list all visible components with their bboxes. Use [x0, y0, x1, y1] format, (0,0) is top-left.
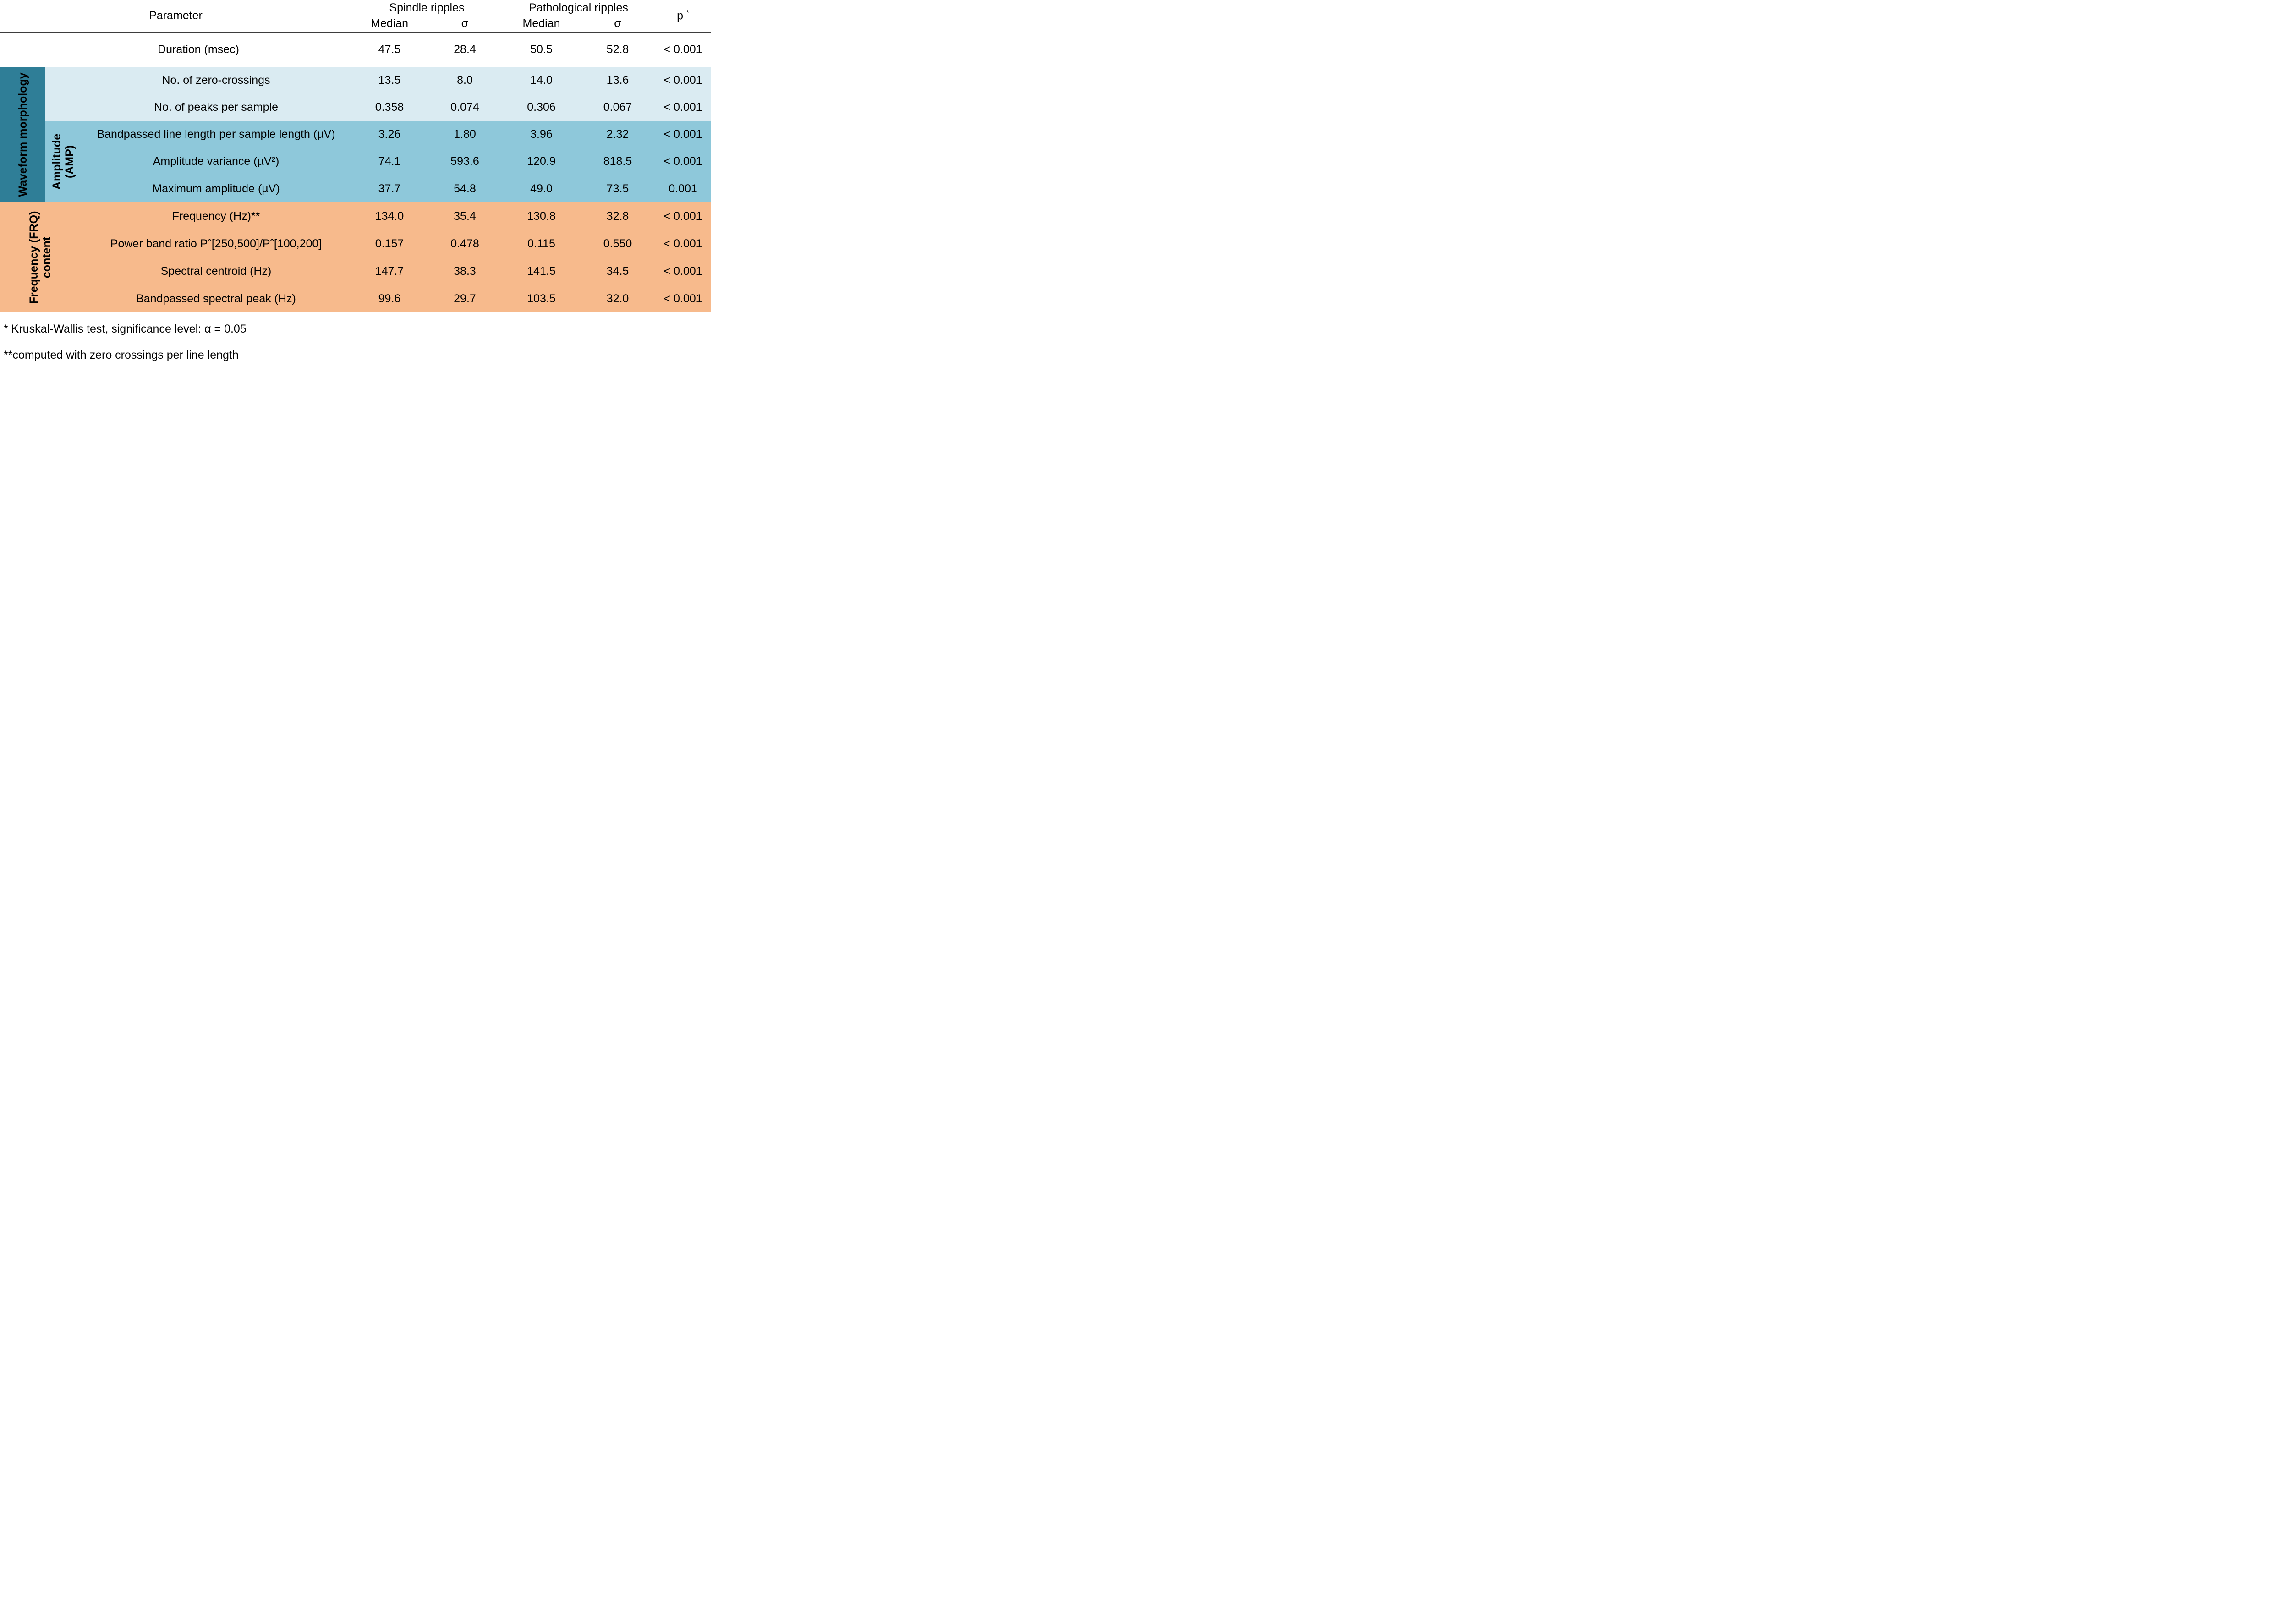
value-cell: 141.5 — [502, 257, 581, 285]
value-cell: 73.5 — [581, 175, 655, 202]
table-row: Spectral centroid (Hz) 147.7 38.3 141.5 … — [0, 257, 711, 285]
table-row: Amplitude (AMP) Bandpassed line length p… — [0, 121, 711, 202]
table-body: Duration (msec) 47.5 28.4 50.5 52.8 < 0.… — [0, 32, 711, 312]
row-group-label-frequency-content: Frequency (FRQ) content — [0, 202, 81, 312]
p-asterisk: * — [686, 9, 689, 17]
table-row: Waveform morphology No. of zero-crossing… — [0, 67, 711, 202]
value-cell: 2.32 — [581, 121, 655, 148]
value-cell: 50.5 — [530, 43, 553, 56]
value-cell: 35.4 — [428, 202, 502, 230]
row-group-label-amplitude: Amplitude (AMP) — [45, 121, 81, 202]
table-row: Bandpassed spectral peak (Hz) 99.6 29.7 … — [0, 285, 711, 312]
p-value-cell: < 0.001 — [655, 202, 711, 230]
value-cell: 32.0 — [581, 285, 655, 312]
table-row: No. of peaks per sample 0.358 0.074 0.30… — [0, 94, 711, 121]
value-cell: 37.7 — [351, 175, 428, 202]
value-cell: 47.5 — [378, 43, 401, 56]
value-cell: 28.4 — [454, 43, 476, 56]
p-value-cell: 0.001 — [655, 175, 711, 202]
p-value-cell: < 0.001 — [655, 148, 711, 175]
value-cell: 818.5 — [581, 148, 655, 175]
value-cell: 130.8 — [502, 202, 581, 230]
value-cell: 134.0 — [351, 202, 428, 230]
value-cell: 38.3 — [428, 257, 502, 285]
p-value-cell: < 0.001 — [655, 94, 711, 121]
p-value-cell: < 0.001 — [655, 257, 711, 285]
param-cell: Spectral centroid (Hz) — [81, 257, 351, 285]
table-row: Amplitude variance (µV²) 74.1 593.6 120.… — [0, 148, 711, 175]
col-header-pathological-sigma: σ — [581, 16, 655, 33]
value-cell: 54.8 — [428, 175, 502, 202]
footnote-computed: **computed with zero crossings per line … — [4, 348, 239, 361]
frequency-content-label: Frequency (FRQ) content — [27, 211, 53, 304]
footnote-kruskal-wallis: * Kruskal-Wallis test, significance leve… — [4, 323, 247, 335]
p-value-cell: < 0.001 — [655, 230, 711, 257]
param-cell: Bandpassed line length per sample length… — [81, 121, 351, 148]
table-row: Power band ratio Pˆ[250,500]/Pˆ[100,200]… — [0, 230, 711, 257]
value-cell: 49.0 — [502, 175, 581, 202]
param-cell: No. of zero-crossings — [81, 67, 351, 94]
parameters-table: Parameter Spindle ripples Pathological r… — [0, 0, 711, 312]
col-group-header-spindle-ripples: Spindle ripples — [389, 1, 465, 14]
value-cell: 34.5 — [581, 257, 655, 285]
p-value-cell: < 0.001 — [655, 121, 711, 148]
param-cell: Bandpassed spectral peak (Hz) — [81, 285, 351, 312]
param-cell: Power band ratio Pˆ[250,500]/Pˆ[100,200] — [81, 230, 351, 257]
value-cell: 0.157 — [351, 230, 428, 257]
value-cell: 14.0 — [502, 67, 581, 94]
p-value-cell: < 0.001 — [655, 285, 711, 312]
value-cell: 3.26 — [351, 121, 428, 148]
col-header-spindle-sigma: σ — [428, 16, 502, 33]
value-cell: 8.0 — [428, 67, 502, 94]
value-cell: 13.6 — [581, 67, 655, 94]
param-cell: Duration (msec) — [158, 43, 239, 56]
row-group-label-waveform-morphology: Waveform morphology — [0, 67, 45, 202]
value-cell: 99.6 — [351, 285, 428, 312]
table-row: Duration (msec) 47.5 28.4 50.5 52.8 < 0.… — [0, 32, 711, 67]
param-cell: Amplitude variance (µV²) — [81, 148, 351, 175]
col-group-header-pathological-ripples: Pathological ripples — [529, 1, 628, 14]
value-cell: 0.074 — [428, 94, 502, 121]
amplitude-label: Amplitude (AMP) — [50, 133, 76, 190]
col-header-p-value: p * — [655, 0, 711, 33]
ripples-comparison-table-page: Parameter Spindle ripples Pathological r… — [0, 0, 711, 361]
p-value-cell: < 0.001 — [655, 67, 711, 94]
value-cell: 74.1 — [351, 148, 428, 175]
col-header-spindle-median: Median — [351, 16, 428, 33]
value-cell: 0.306 — [502, 94, 581, 121]
param-cell: No. of peaks per sample — [81, 94, 351, 121]
value-cell: 1.80 — [428, 121, 502, 148]
value-cell: 29.7 — [428, 285, 502, 312]
value-cell: 13.5 — [351, 67, 428, 94]
value-cell: 0.115 — [502, 230, 581, 257]
spacer-cell — [0, 32, 45, 67]
value-cell: 52.8 — [606, 43, 629, 56]
waveform-morphology-label: Waveform morphology — [16, 72, 29, 197]
footnotes: * Kruskal-Wallis test, significance leve… — [0, 323, 711, 361]
value-cell: 3.96 — [502, 121, 581, 148]
table-row: Maximum amplitude (µV) 37.7 54.8 49.0 73… — [0, 175, 711, 202]
spacer-cell — [45, 67, 81, 121]
value-cell: 0.067 — [581, 94, 655, 121]
param-cell: Maximum amplitude (µV) — [81, 175, 351, 202]
value-cell: 120.9 — [502, 148, 581, 175]
value-cell: 0.550 — [581, 230, 655, 257]
value-cell: 147.7 — [351, 257, 428, 285]
table-row: Frequency (FRQ) content Frequency (Hz)**… — [0, 202, 711, 312]
value-cell: 593.6 — [428, 148, 502, 175]
col-header-pathological-median: Median — [502, 16, 581, 33]
p-value-cell: < 0.001 — [663, 43, 702, 56]
col-header-parameter: Parameter — [0, 0, 351, 33]
value-cell: 103.5 — [502, 285, 581, 312]
table-header: Parameter Spindle ripples Pathological r… — [0, 0, 711, 33]
value-cell: 32.8 — [581, 202, 655, 230]
value-cell: 0.478 — [428, 230, 502, 257]
value-cell: 0.358 — [351, 94, 428, 121]
param-cell: Frequency (Hz)** — [81, 202, 351, 230]
